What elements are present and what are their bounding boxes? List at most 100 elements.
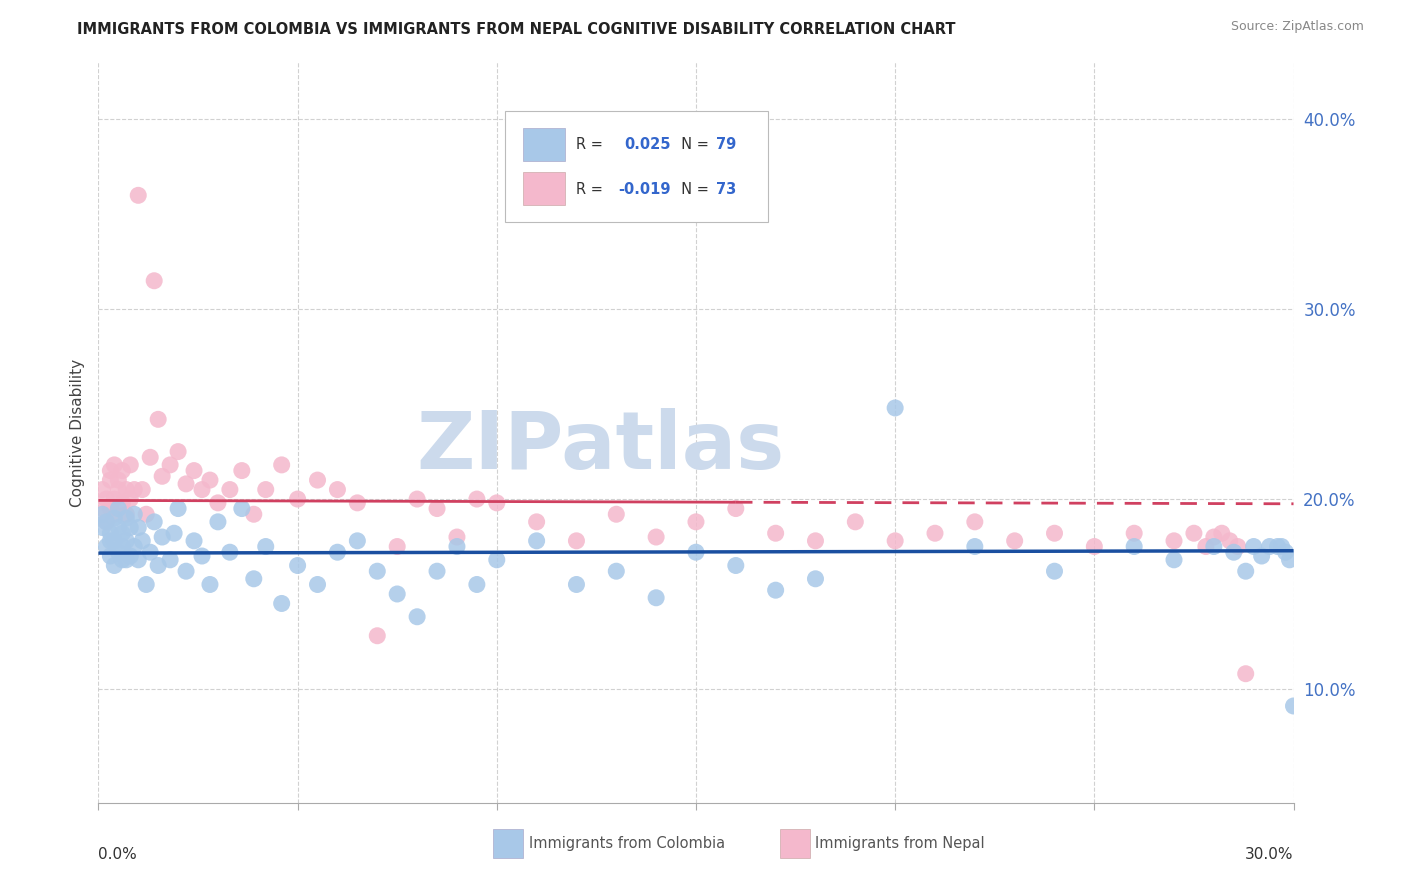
Point (406, 609, 429, 624)
Point (1274, 545, 1296, 559)
Point (231, 464, 253, 478)
Point (346, 533, 368, 548)
Point (120, 549, 142, 563)
Point (143, 515, 166, 529)
Point (804, 572, 827, 586)
Point (115, 511, 138, 525)
Point (148, 412, 170, 426)
Point (174, 476, 197, 491)
Point (685, 515, 707, 529)
Point (963, 515, 986, 529)
Bar (523, 172, 565, 205)
Point (107, 545, 129, 559)
Point (287, 491, 309, 506)
Point (685, 545, 707, 559)
Text: -0.019: -0.019 (619, 182, 671, 196)
Point (1223, 545, 1246, 559)
Point (605, 508, 627, 522)
Point (124, 540, 146, 554)
Point (963, 540, 986, 554)
Point (485, 553, 508, 567)
Point (804, 533, 827, 548)
Point (270, 458, 292, 472)
Point (159, 458, 181, 472)
Point (198, 577, 221, 591)
Point (565, 533, 588, 548)
Point (1219, 533, 1241, 548)
Point (724, 501, 747, 516)
Point (231, 501, 253, 516)
Point (98, 533, 122, 548)
Point (139, 545, 162, 559)
Point (127, 520, 149, 534)
Text: Immigrants from Nepal: Immigrants from Nepal (815, 836, 986, 851)
Point (1250, 549, 1272, 563)
Point (1004, 533, 1026, 548)
Point (198, 473, 221, 487)
Point (103, 511, 125, 525)
Point (120, 458, 142, 472)
Point (163, 526, 186, 541)
Point (107, 473, 129, 487)
Point (91, 483, 114, 497)
Point (111, 526, 134, 541)
Text: R =: R = (576, 182, 607, 196)
Text: Immigrants from Colombia: Immigrants from Colombia (529, 836, 724, 851)
Point (254, 540, 277, 554)
Text: 0.0%: 0.0% (98, 847, 138, 863)
Point (115, 533, 138, 548)
Point (98, 549, 122, 563)
Point (1163, 533, 1185, 548)
Point (426, 501, 449, 516)
Point (96, 491, 118, 506)
Bar (494, 829, 523, 858)
Text: 0.025: 0.025 (624, 137, 671, 153)
Point (135, 508, 157, 522)
Point (243, 508, 266, 522)
Point (91, 501, 114, 516)
Point (446, 530, 468, 544)
Point (107, 501, 129, 516)
Point (366, 629, 388, 643)
Point (1123, 540, 1146, 554)
Point (91, 508, 114, 522)
Point (183, 464, 205, 478)
Point (385, 587, 409, 601)
Point (139, 450, 162, 465)
Point (765, 583, 787, 598)
Point (1043, 564, 1066, 578)
Point (1234, 564, 1257, 578)
Text: N =: N = (672, 182, 714, 196)
Point (107, 520, 129, 534)
Point (150, 469, 173, 483)
Point (924, 526, 946, 541)
Text: R =: R = (576, 137, 607, 153)
Point (207, 515, 229, 529)
Point (98, 501, 122, 516)
Point (96, 515, 118, 529)
Point (131, 533, 153, 548)
Point (1211, 526, 1233, 541)
Point (167, 444, 190, 458)
Point (111, 553, 134, 567)
Point (465, 577, 488, 591)
Point (243, 572, 266, 586)
Point (385, 540, 409, 554)
Point (287, 558, 309, 573)
Point (219, 483, 242, 497)
Text: N =: N = (672, 137, 714, 153)
Point (844, 515, 866, 529)
Point (103, 491, 125, 506)
Point (98, 526, 122, 541)
Bar (779, 829, 810, 858)
Point (111, 464, 134, 478)
Point (143, 274, 166, 288)
Point (111, 496, 134, 510)
Point (115, 483, 138, 497)
Point (1202, 530, 1225, 544)
Point (884, 401, 907, 415)
Point (124, 483, 146, 497)
Point (1083, 540, 1105, 554)
Point (159, 553, 181, 567)
Point (645, 591, 668, 605)
